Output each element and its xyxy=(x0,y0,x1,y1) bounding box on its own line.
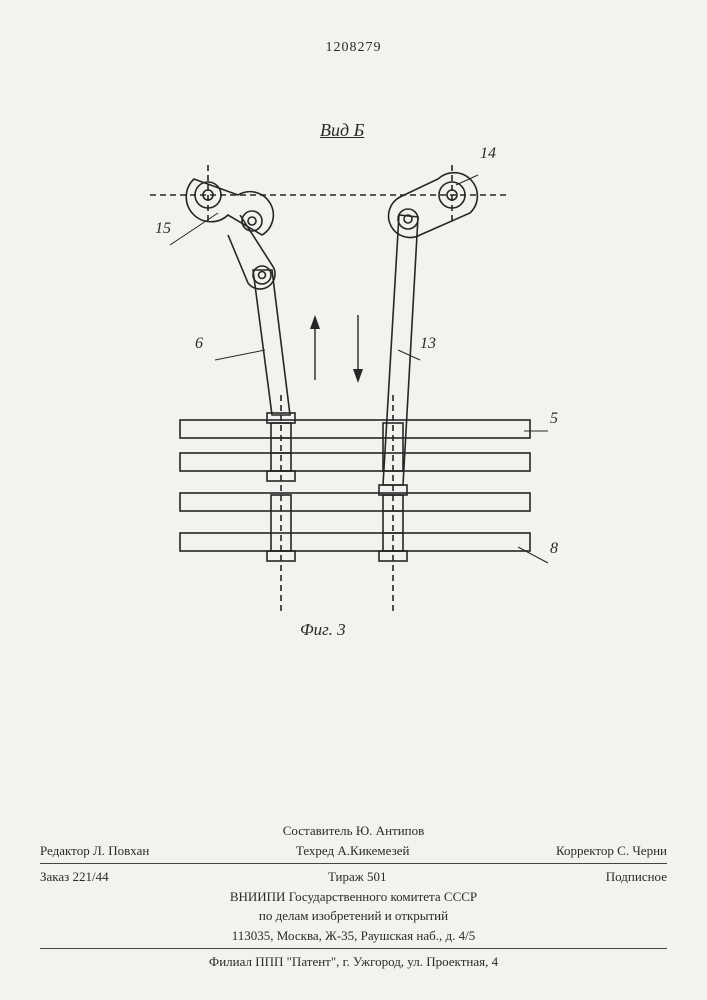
document-number: 1208279 xyxy=(326,40,382,56)
org-line-2: по делам изобретений и открытий xyxy=(40,907,667,925)
mechanism-diagram xyxy=(120,135,590,635)
compiler-line: Составитель Ю. Антипов xyxy=(40,822,667,840)
imprint-footer: Составитель Ю. Антипов Редактор Л. Повха… xyxy=(40,820,667,973)
editor-line: Редактор Л. Повхан xyxy=(40,842,149,860)
addr-line: 113035, Москва, Ж-35, Раушская наб., д. … xyxy=(40,927,667,945)
page: 1208279 Вид Б 15 14 6 13 5 8 xyxy=(0,0,707,1000)
tirazh-line: Тираж 501 xyxy=(328,868,387,886)
branch-line: Филиал ППП "Патент", г. Ужгород, ул. Про… xyxy=(40,953,667,971)
techred-line: Техред А.Кикемезей xyxy=(296,842,410,860)
corrector-line: Корректор С. Черни xyxy=(556,842,667,860)
podpis-line: Подписное xyxy=(606,868,667,886)
figure-caption: Фиг. 3 xyxy=(300,620,346,640)
figure-area: Вид Б 15 14 6 13 5 8 xyxy=(120,120,590,660)
org-line-1: ВНИИПИ Государственного комитета СССР xyxy=(40,888,667,906)
order-line: Заказ 221/44 xyxy=(40,868,109,886)
